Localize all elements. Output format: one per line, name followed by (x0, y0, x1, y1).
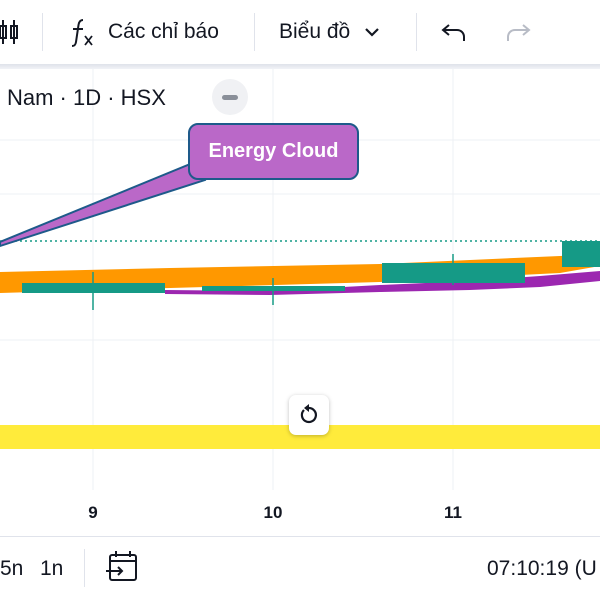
indicators-label: Các chỉ báo (108, 20, 219, 43)
undo-button[interactable] (441, 0, 467, 64)
candles (22, 241, 600, 310)
undo-icon (441, 24, 465, 41)
callout-text: Energy Cloud (208, 139, 339, 162)
range-1n-button[interactable]: 1n (40, 557, 64, 580)
chart-type-dropdown[interactable]: Biểu đồ (279, 0, 380, 64)
indicators-button[interactable]: Các chỉ báo (68, 0, 219, 64)
bottom-bar: 5n 1n 07:10:19 (U (0, 537, 600, 600)
symbol-label: Nam · 1D · HSX (7, 85, 166, 110)
calendar-goto-icon (106, 551, 137, 581)
reset-icon (300, 404, 317, 424)
x-axis-tick: 10 (263, 503, 283, 522)
x-axis-tick: 9 (88, 503, 98, 522)
candlestick-icon (0, 20, 18, 44)
callout-pointer[interactable] (0, 158, 207, 248)
bottom-divider-vertical (84, 549, 85, 587)
redo-icon (507, 24, 531, 41)
clock-label: 07:10:19 (U (487, 557, 597, 580)
chart-type-label: Biểu đồ (279, 20, 351, 43)
toolbar-divider (42, 13, 43, 51)
callout-box[interactable] (188, 123, 359, 180)
range-5n-button[interactable]: 5n (0, 557, 24, 580)
chevron-down-icon (365, 28, 380, 37)
candle (382, 263, 525, 283)
bottom-divider (0, 536, 600, 537)
minus-icon (222, 94, 238, 100)
go-to-date-button[interactable] (106, 550, 138, 587)
purple-line (165, 271, 600, 295)
top-toolbar: Các chỉ báo Biểu đồ (0, 0, 600, 64)
candle (22, 283, 165, 293)
redo-button[interactable] (505, 0, 531, 64)
collapse-legend-button[interactable] (212, 79, 248, 115)
function-icon (71, 19, 93, 47)
toolbar-shadow (0, 64, 600, 69)
toolbar-divider (254, 13, 255, 51)
toolbar-divider (416, 13, 417, 51)
chart-style-button[interactable] (0, 0, 20, 64)
x-axis-tick: 11 (444, 503, 462, 522)
reset-chart-button[interactable] (289, 395, 329, 435)
candle (562, 241, 600, 267)
candle (202, 286, 345, 291)
